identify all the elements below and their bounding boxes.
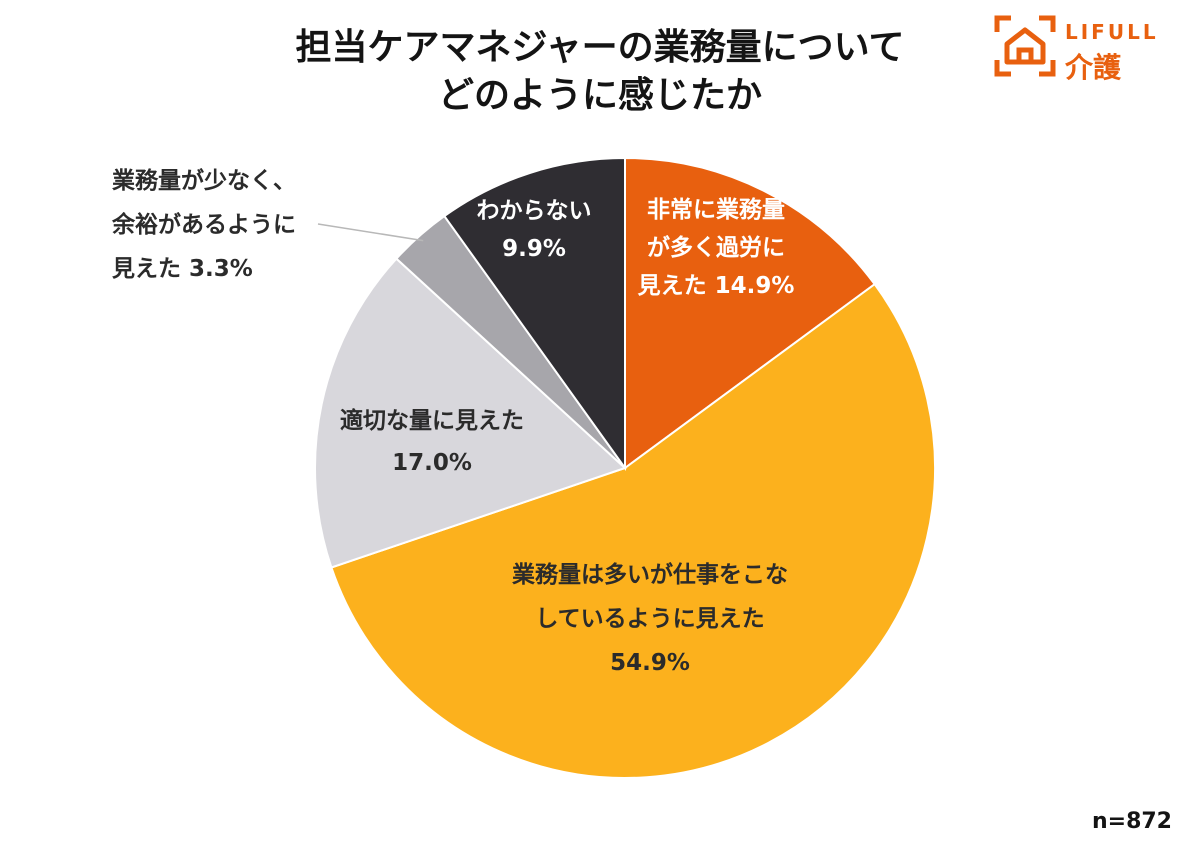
slice-label-4-line-2: 余裕があるように — [111, 211, 296, 238]
slice-label-2: 業務量は多いが仕事をこなしているように見えた 54.9% — [511, 561, 788, 676]
slice-label-2-line-3: 54.9% — [610, 650, 690, 676]
slice-label-5-line-1: わからない — [477, 198, 592, 224]
lifull-kaigo-logo: LIFULL 介護 — [993, 14, 1183, 84]
sample-size: n=872 — [1091, 809, 1172, 834]
slice-label-3-line-2: 17.0% — [392, 450, 472, 476]
slice-label-2-line-1: 業務量は多いが仕事をこな — [511, 561, 788, 588]
pie-slice-1 — [624, 156, 877, 470]
slice-label-3-line-1: 適切な量に見えた — [340, 407, 524, 434]
pie-slice-5 — [442, 156, 626, 472]
chart-title-line-1: 担当ケアマネジャーの業務量について — [295, 27, 905, 68]
slice-label-2-line-2: しているように見えた — [535, 606, 764, 632]
slice-label-1-line-3: 見えた 14.9% — [638, 273, 795, 299]
slice-label-4-line-3: 見えた 3.3% — [112, 256, 253, 282]
leader-line-4 — [317, 223, 424, 242]
pie-slice-3 — [314, 257, 627, 569]
chart-title-line-2: どのように感じたか — [437, 75, 762, 116]
slice-label-5-line-2: 9.9% — [502, 236, 566, 262]
slice-label-1-line-2: が多く過労に — [647, 234, 785, 261]
slice-label-1: 非常に業務量が多く過労に見えた 14.9% — [638, 196, 795, 299]
slice-label-1-line-1: 非常に業務量 — [647, 196, 785, 223]
pie-slice-2 — [330, 282, 936, 779]
brand-sub: 介護 — [1065, 51, 1122, 84]
slice-label-5: わからない 9.9% — [477, 198, 592, 262]
slice-label-4: 業務量が少なく、余裕があるように見えた 3.3% — [111, 167, 296, 282]
brand-name: LIFULL — [1065, 20, 1159, 44]
slice-label-4-line-1: 業務量が少なく、 — [111, 167, 296, 194]
slice-label-3: 適切な量に見えた 17.0% — [340, 407, 524, 476]
house-logo-icon — [994, 15, 1056, 77]
chart-title: 担当ケアマネジャーの業務量について どのように感じたか — [150, 24, 1050, 120]
